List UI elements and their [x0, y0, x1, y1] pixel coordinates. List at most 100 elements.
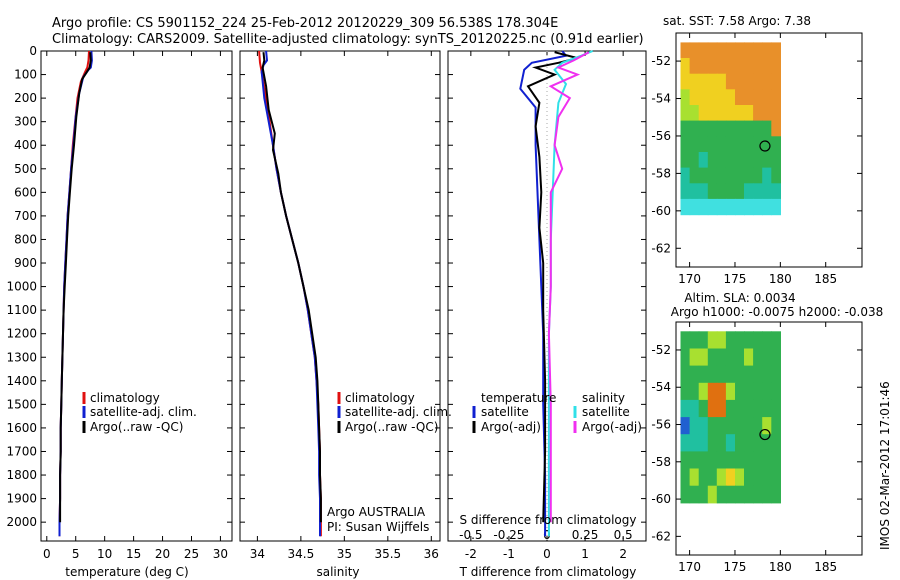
heatmap-cell	[735, 348, 745, 367]
heatmap-cell	[698, 73, 709, 90]
heatmap-cell	[680, 58, 691, 75]
heatmap-cell	[771, 382, 781, 401]
heatmap-cell	[771, 167, 781, 184]
legend-title-salinity: salinity	[582, 391, 625, 405]
heatmap-cell	[762, 198, 772, 216]
heatmap-cell	[725, 348, 736, 367]
heatmap-cell	[744, 183, 754, 200]
sla-map-title: Altim. SLA: 0.0034	[684, 291, 795, 305]
heatmap-cell	[689, 73, 700, 90]
heatmap-cell	[716, 348, 727, 367]
heatmap-cell	[707, 468, 718, 487]
legend-label-s-satellite: satellite	[582, 405, 630, 419]
heatmap-cell	[725, 198, 736, 216]
heatmap-cell	[771, 331, 781, 349]
heatmap-cell	[744, 152, 754, 169]
heatmap-cell	[716, 152, 727, 169]
y-tick-label: 1200	[6, 327, 37, 341]
x-tick-label: 1	[581, 547, 589, 561]
heatmap-cell	[680, 152, 691, 169]
heatmap-cell	[771, 365, 781, 384]
y-tick-label: 0	[29, 44, 37, 58]
heatmap-cell	[689, 451, 700, 470]
heatmap-cell	[689, 58, 700, 75]
x-tick-label: 34	[250, 547, 265, 561]
heatmap-cell	[680, 417, 691, 435]
heatmap-cell	[698, 399, 709, 418]
heatmap-cell	[707, 89, 718, 106]
heatmap-cell	[735, 167, 745, 184]
heatmap-cell	[689, 136, 700, 153]
y-tick-label: -52	[651, 54, 671, 68]
float-pi: PI: Susan Wijffels	[327, 520, 429, 534]
heatmap-cell	[716, 468, 727, 487]
heatmap-cell	[744, 198, 754, 216]
heatmap-cell	[716, 365, 727, 384]
top-tick-label: 0.5	[614, 528, 633, 542]
heatmap-cell	[680, 365, 691, 384]
heatmap-cell	[744, 485, 754, 504]
y-tick-label: -54	[651, 380, 671, 394]
y-tick-label: 1500	[6, 397, 37, 411]
heatmap-cell	[689, 365, 700, 384]
heatmap-cell	[698, 365, 709, 384]
heatmap-cell	[744, 468, 754, 487]
heatmap-cell	[744, 120, 754, 137]
heatmap-cell	[735, 331, 745, 349]
heatmap-cell	[771, 183, 781, 200]
heatmap-cell	[762, 417, 772, 435]
heatmap-cell	[744, 382, 754, 401]
x-tick-label: -1	[503, 547, 515, 561]
x-tick-label: 20	[155, 547, 170, 561]
heatmap-cell	[762, 42, 772, 59]
heatmap-cell	[735, 73, 745, 90]
heatmap-cell	[744, 105, 754, 122]
heatmap-cell	[689, 348, 700, 367]
heatmap-cell	[762, 365, 772, 384]
heatmap-cell	[716, 183, 727, 200]
heatmap-cell	[762, 183, 772, 200]
heatmap-cell	[716, 434, 727, 452]
legend-label-satellite: satellite-adj. clim.	[90, 405, 197, 419]
heatmap-cell	[753, 382, 763, 401]
heatmap-cell	[744, 89, 754, 106]
heatmap-cell	[698, 136, 709, 153]
sst-map-panel: 170 175 180 185 -52 -54 -56 -58 -60 -62	[651, 32, 863, 286]
y-tick-label: 700	[14, 209, 37, 223]
heatmap-cell	[698, 382, 709, 401]
heatmap-cell	[680, 42, 691, 59]
heatmap-cell	[698, 331, 709, 349]
heatmap-cell	[744, 73, 754, 90]
heatmap-cell	[725, 73, 736, 90]
heatmap-cell	[680, 348, 691, 367]
heatmap-cell	[762, 399, 772, 418]
heatmap-cell	[753, 434, 763, 452]
heatmap-cell	[762, 89, 772, 106]
map-frame	[675, 321, 863, 556]
temperature-legend: climatology satellite-adj. clim. Argo(..…	[82, 391, 197, 434]
heatmap-cell	[762, 331, 772, 349]
heatmap-cell	[707, 331, 718, 349]
temperature-panel: 0 5 10 15 20 25 300100200300400500600700800900…	[6, 44, 233, 561]
imos-stamp: IMOS 02-Mar-2012 17:01:46	[878, 381, 892, 550]
difference-xlabel-top: S difference from climatology	[460, 513, 637, 527]
y-tick-label: -58	[651, 166, 671, 180]
heatmap-cell	[725, 485, 736, 504]
x-tick-label: 0	[543, 547, 551, 561]
heatmap-cell	[753, 183, 763, 200]
heatmap-cell	[698, 89, 709, 106]
heatmap-cell	[689, 399, 700, 418]
heatmap-cell	[762, 468, 772, 487]
series-temperature-argo-adj-	[526, 51, 578, 523]
heatmap-cell	[744, 58, 754, 75]
x-tick-label: 175	[724, 560, 747, 574]
heatmap-cell	[762, 485, 772, 504]
heatmap-cell	[753, 152, 763, 169]
heatmap-cell	[698, 468, 709, 487]
x-tick-label: 175	[724, 272, 747, 286]
heatmap-cell	[689, 89, 700, 106]
x-tick-label: 180	[769, 272, 792, 286]
heatmap-cell	[716, 451, 727, 470]
heatmap-cell	[707, 417, 718, 435]
